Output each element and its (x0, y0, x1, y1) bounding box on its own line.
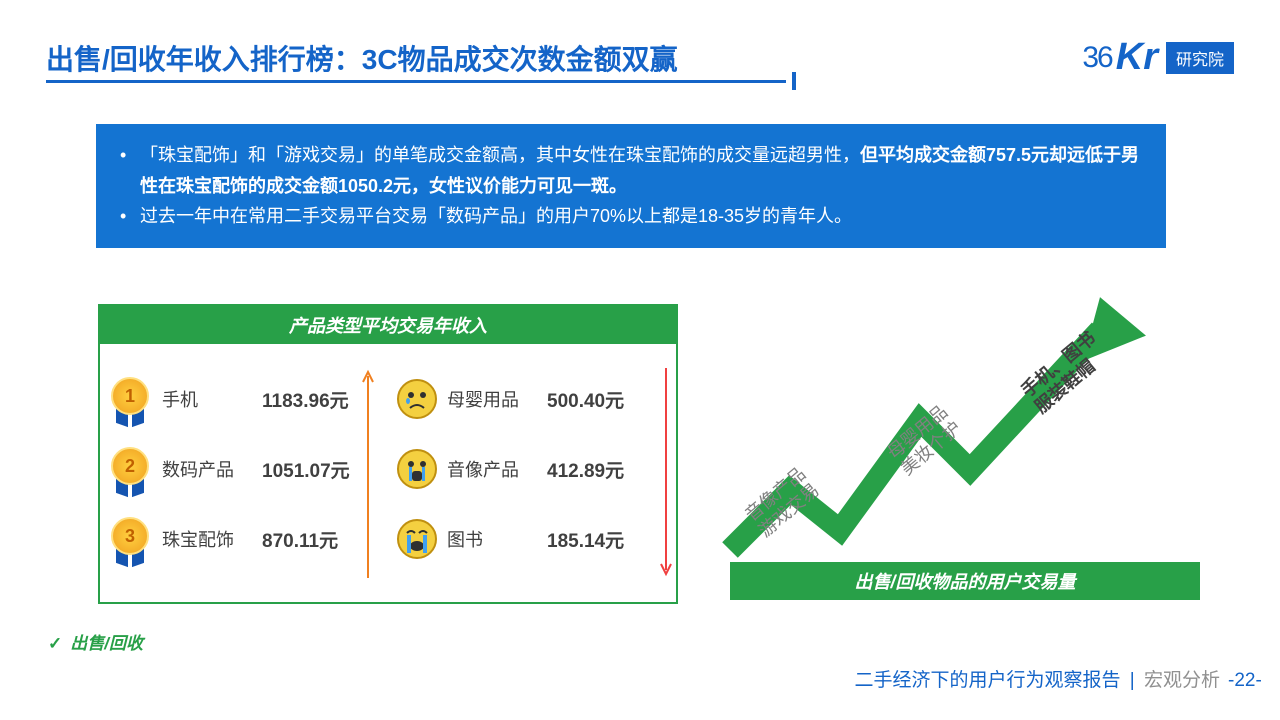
rank-name: 图书 (447, 526, 537, 552)
bullet-1: 「珠宝配饰」和「游戏交易」的单笔成交金额高，其中女性在珠宝配饰的成交量远超男性，… (120, 140, 1142, 201)
medal-2-icon: 2 (108, 447, 152, 491)
ranking-header: 产品类型平均交易年收入 (100, 306, 676, 344)
ranking-bottom-col: 母婴用品 500.40元 音像产品 412.89元 图书 185.14元 (379, 364, 668, 574)
rank-row-1: 1 手机 1183.96元 (108, 364, 379, 434)
rank-name: 母婴用品 (447, 386, 537, 412)
arrow-up-icon (362, 364, 364, 582)
trend-footer: 出售/回收物品的用户交易量 (730, 562, 1200, 600)
rank-row-b2: 音像产品 412.89元 (397, 434, 668, 504)
rank-value: 185.14元 (547, 526, 624, 553)
rank-value: 1051.07元 (262, 456, 350, 483)
title-underline (46, 80, 786, 83)
rank-name: 音像产品 (447, 456, 537, 482)
bawl-face-icon (397, 519, 437, 559)
cry-face-icon (397, 449, 437, 489)
footer-check: 出售/回收 (48, 629, 143, 654)
page-title: 出售/回收年收入排行榜：3C物品成交次数金额双赢 (46, 38, 678, 78)
logo-kr: Kr (1116, 36, 1158, 79)
rank-row-2: 2 数码产品 1051.07元 (108, 434, 379, 504)
rank-value: 870.11元 (262, 526, 338, 553)
logo-box: 研究院 (1166, 42, 1234, 74)
ranking-body: 1 手机 1183.96元 2 数码产品 1051.07元 3 珠宝配饰 870… (100, 344, 676, 602)
medal-3-icon: 3 (108, 517, 152, 561)
rank-name: 珠宝配饰 (162, 526, 252, 552)
title-bar: 出售/回收年收入排行榜：3C物品成交次数金额双赢 36 Kr 研究院 (46, 36, 1234, 79)
rank-row-b3: 图书 185.14元 (397, 504, 668, 574)
ranking-top-col: 1 手机 1183.96元 2 数码产品 1051.07元 3 珠宝配饰 870… (108, 364, 379, 574)
arrow-down-icon (660, 364, 672, 582)
rank-value: 412.89元 (547, 456, 624, 483)
page-number: -22- (1228, 670, 1280, 692)
logo: 36 Kr 研究院 (1082, 36, 1234, 79)
sad-face-icon (397, 379, 437, 419)
rank-name: 手机 (162, 386, 252, 412)
bullet-2: 过去一年中在常用二手交易平台交易「数码产品」的用户70%以上都是18-35岁的青… (120, 201, 1142, 232)
rank-value: 1183.96元 (262, 386, 349, 413)
logo-36: 36 (1082, 41, 1111, 75)
medal-1-icon: 1 (108, 377, 152, 421)
footer-report: 二手经济下的用户行为观察报告 | 宏观分析 (854, 665, 1220, 692)
rank-value: 500.40元 (547, 386, 624, 413)
summary-panel: 「珠宝配饰」和「游戏交易」的单笔成交金额高，其中女性在珠宝配饰的成交量远超男性，… (96, 124, 1166, 248)
ranking-box: 产品类型平均交易年收入 1 手机 1183.96元 2 数码产品 1051.07… (98, 304, 678, 604)
rank-name: 数码产品 (162, 456, 252, 482)
trend-chart: 音像产品游戏交易 母婴用品美妆个护 手机、图书服装鞋帽 出售/回收物品的用户交易… (710, 290, 1210, 600)
rank-row-b1: 母婴用品 500.40元 (397, 364, 668, 434)
rank-row-3: 3 珠宝配饰 870.11元 (108, 504, 379, 574)
